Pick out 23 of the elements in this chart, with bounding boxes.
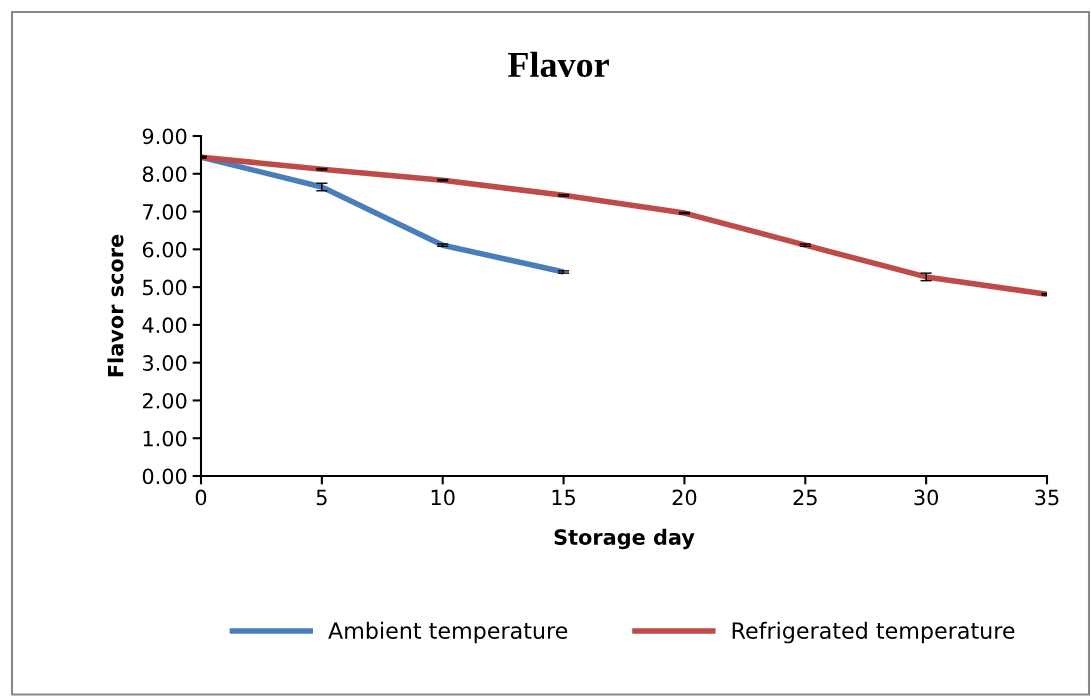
x-tick-label: 10 — [431, 489, 455, 506]
y-tick-label: 4.00 — [142, 317, 187, 334]
y-tick-label: 8.00 — [142, 166, 187, 182]
chart-title: Flavor — [508, 51, 609, 78]
y-tick-label: 2.00 — [142, 392, 187, 409]
y-tick-label: 7.00 — [143, 204, 187, 220]
x-tick-label: 30 — [914, 489, 939, 506]
x-tick-label: 20 — [672, 489, 697, 506]
y-axis-title: Flavor score — [107, 234, 124, 377]
x-tick-label: 15 — [552, 489, 576, 506]
x-tick-label: 25 — [793, 489, 817, 506]
legend-label: Ambient temperature — [328, 621, 568, 644]
y-tick-label: 5.00 — [143, 279, 187, 296]
y-tick-label: 6.00 — [142, 241, 187, 258]
y-tick-label: 1.00 — [143, 430, 187, 447]
x-tick-label: 5 — [316, 489, 327, 506]
y-tick-label: 9.00 — [142, 128, 187, 145]
x-tick-label: 0 — [195, 489, 207, 506]
legend-label: Refrigerated temperature — [732, 621, 1015, 644]
y-tick-label: 3.00 — [143, 355, 187, 371]
y-tick-label: 0.00 — [142, 468, 187, 485]
x-axis-title: Storage day — [554, 528, 695, 550]
x-tick-label: 35 — [1035, 489, 1059, 506]
